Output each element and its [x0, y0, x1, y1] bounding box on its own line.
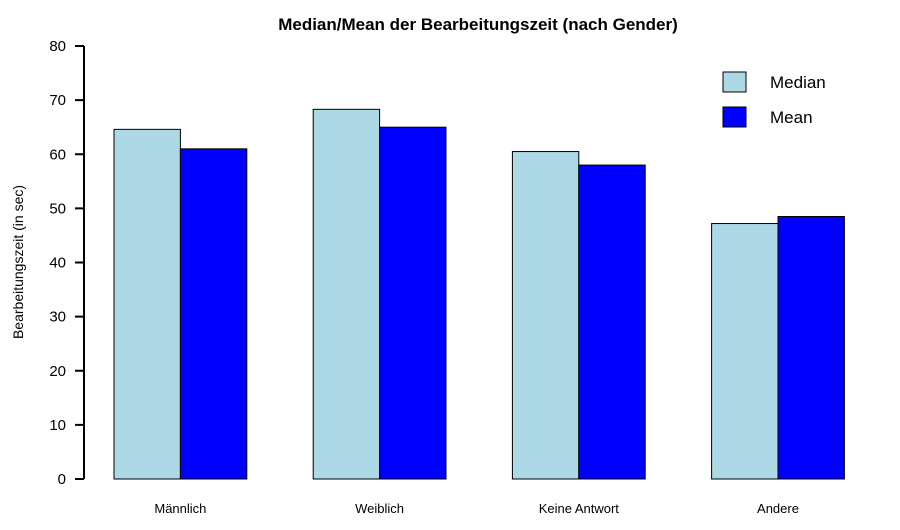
y-tick-label: 20 [49, 363, 66, 380]
legend: Median Mean [722, 71, 826, 128]
legend-label-mean: Mean [770, 108, 813, 127]
legend-swatch-median [722, 71, 747, 93]
bar-mean [578, 164, 646, 480]
y-tick-label: 70 [49, 92, 66, 109]
legend-swatch-mean [722, 106, 747, 128]
x-category-label: Andere [757, 501, 799, 516]
y-tick-label: 50 [49, 200, 66, 217]
x-category-label: Weiblich [355, 501, 404, 516]
y-tick-label: 0 [58, 471, 66, 488]
x-category-label: Männlich [154, 501, 206, 516]
x-category-label: Keine Antwort [539, 501, 620, 516]
y-tick-label: 10 [49, 417, 66, 434]
bar-mean [777, 215, 845, 480]
y-axis-label: Bearbeitungszeit (in sec) [10, 185, 26, 339]
y-tick-label: 30 [49, 309, 66, 326]
bar-mean [179, 148, 248, 480]
bar-median [511, 151, 580, 480]
bar-mean [379, 126, 447, 480]
chart-title: Median/Mean der Bearbeitungszeit (nach G… [278, 15, 678, 34]
y-tick-label: 60 [49, 146, 66, 163]
x-axis-labels: Männlich Weiblich Keine Antwort Andere [154, 501, 799, 516]
y-tick-label: 80 [49, 38, 66, 55]
y-tick-label: 40 [49, 255, 66, 272]
bar-group [113, 108, 845, 480]
bar-median [312, 108, 381, 480]
legend-label-median: Median [770, 73, 826, 92]
bar-median [711, 223, 779, 480]
y-axis: 0 10 20 30 40 50 60 70 80 [49, 38, 85, 488]
bar-median [113, 128, 181, 480]
